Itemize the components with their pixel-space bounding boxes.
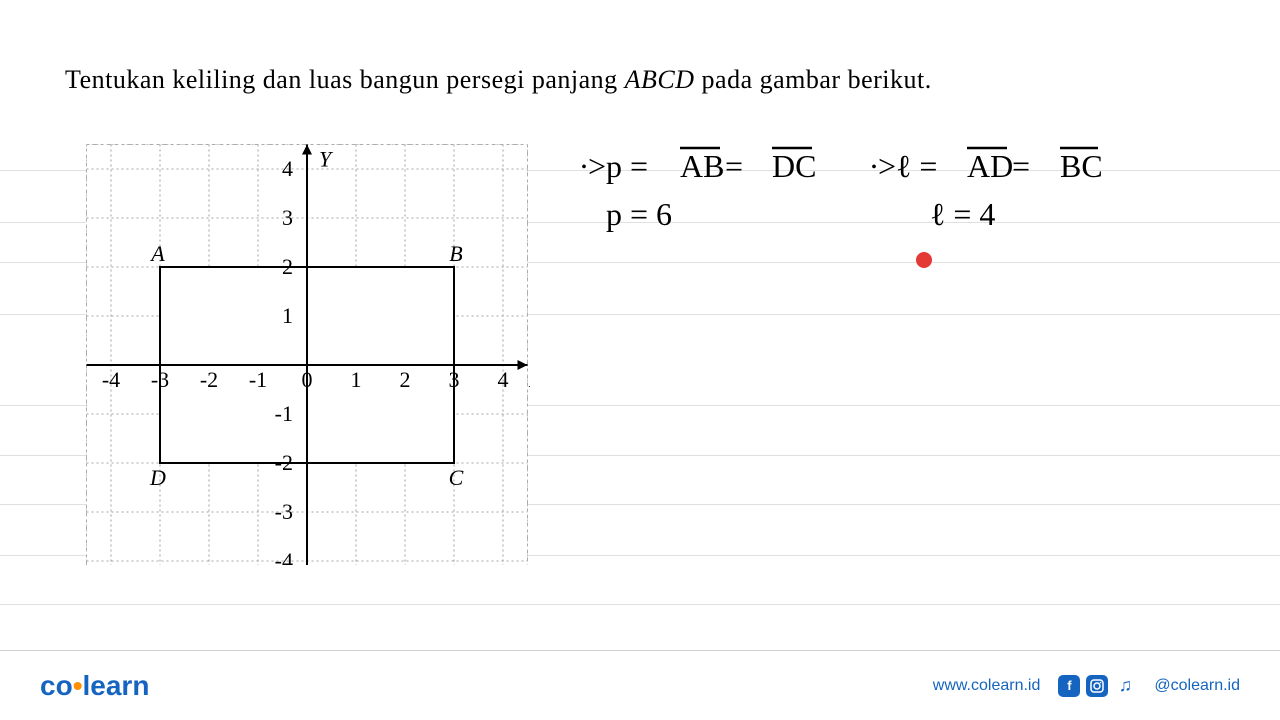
- svg-text:AB: AB: [680, 148, 724, 184]
- facebook-icon[interactable]: f: [1058, 675, 1080, 697]
- brand-logo: co•learn: [40, 670, 149, 702]
- svg-text:3: 3: [449, 367, 460, 392]
- coordinate-graph: -4-3-2-101234-4-3-2-11234XYABCD: [85, 120, 530, 565]
- logo-learn: learn: [83, 670, 150, 701]
- logo-dot: •: [73, 670, 83, 701]
- svg-text:-3: -3: [151, 367, 169, 392]
- svg-text:A: A: [149, 241, 165, 266]
- handwriting-l-equals-ad-bc: ∙>ℓ = AD = BC: [870, 142, 1150, 200]
- instagram-icon[interactable]: [1086, 675, 1108, 697]
- handwriting-p-equals-ab-dc: ∙>p = AB = DC: [580, 142, 860, 200]
- svg-text:-4: -4: [275, 548, 293, 565]
- svg-text:1: 1: [282, 303, 293, 328]
- svg-text:X: X: [529, 367, 531, 392]
- question-italic: ABCD: [625, 65, 695, 94]
- svg-text:-4: -4: [102, 367, 120, 392]
- svg-text:B: B: [449, 241, 462, 266]
- social-handle: @colearn.id: [1154, 677, 1240, 695]
- tiktok-icon[interactable]: ♫: [1114, 675, 1136, 697]
- svg-text:-2: -2: [200, 367, 218, 392]
- svg-text:=: =: [1012, 148, 1030, 184]
- svg-text:BC: BC: [1060, 148, 1103, 184]
- svg-text:-3: -3: [275, 499, 293, 524]
- svg-text:-1: -1: [275, 401, 293, 426]
- svg-text:-2: -2: [275, 450, 293, 475]
- social-icons: f ♫: [1058, 675, 1136, 697]
- red-pointer-dot: [916, 252, 932, 268]
- handwriting-l-equals-4: ℓ = 4: [930, 196, 995, 233]
- logo-co: co: [40, 670, 73, 701]
- svg-text:4: 4: [282, 156, 293, 181]
- question-suffix: pada gambar berikut.: [695, 65, 932, 94]
- svg-text:2: 2: [400, 367, 411, 392]
- svg-text:∙>ℓ =: ∙>ℓ =: [870, 148, 937, 184]
- question-text: Tentukan keliling dan luas bangun perseg…: [65, 65, 932, 95]
- svg-text:4: 4: [498, 367, 509, 392]
- svg-text:=: =: [725, 148, 743, 184]
- svg-text:D: D: [149, 465, 166, 490]
- svg-text:DC: DC: [772, 148, 816, 184]
- website-link[interactable]: www.colearn.id: [933, 677, 1041, 695]
- svg-text:3: 3: [282, 205, 293, 230]
- footer-right: www.colearn.id f ♫ @colearn.id: [933, 675, 1240, 697]
- svg-text:C: C: [449, 465, 464, 490]
- svg-text:0: 0: [302, 367, 313, 392]
- svg-text:AD: AD: [967, 148, 1013, 184]
- svg-text:2: 2: [282, 254, 293, 279]
- footer: co•learn www.colearn.id f ♫ @colearn.id: [0, 650, 1280, 720]
- handwriting-p-equals-6: p = 6: [606, 196, 672, 233]
- svg-text:∙>p =: ∙>p =: [580, 148, 648, 184]
- question-prefix: Tentukan keliling dan luas bangun perseg…: [65, 65, 625, 94]
- svg-text:1: 1: [351, 367, 362, 392]
- svg-text:-1: -1: [249, 367, 267, 392]
